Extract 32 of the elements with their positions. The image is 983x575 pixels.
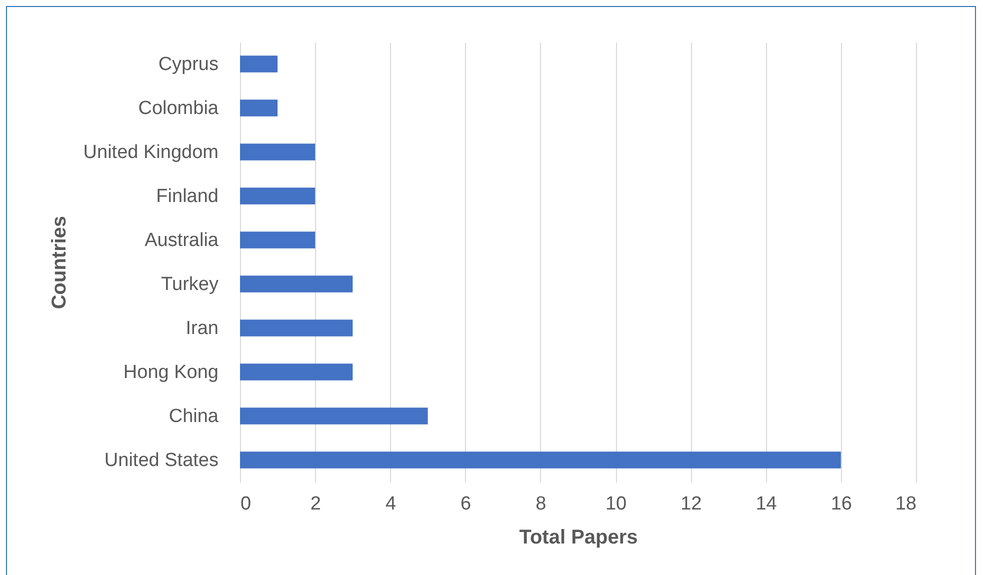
x-tick-label: 0 [240,494,252,514]
bar [240,276,353,292]
x-tick-label: 4 [385,494,396,514]
bar [240,364,353,380]
x-tick-label: 2 [310,494,321,514]
y-tick-label: Australia [144,230,219,251]
bar [240,100,278,116]
y-tick-label: Hong Kong [123,362,218,383]
bar [240,452,841,468]
y-tick-label: United Kingdom [83,142,218,163]
y-tick-label: Colombia [138,98,219,119]
x-tick-label: 18 [895,494,916,514]
x-tick-label: 14 [756,494,778,514]
bar [240,232,316,248]
y-tick-label: Turkey [161,274,219,295]
bar [240,188,316,204]
x-tick-label: 12 [680,494,702,514]
bar [240,320,353,336]
x-tick-label: 16 [830,494,852,514]
x-tick-label: 10 [605,494,627,514]
x-tick-label: 6 [460,494,472,514]
y-tick-label: Cyprus [158,54,218,75]
y-axis-title: Countries [48,216,70,310]
y-tick-label: Iran [186,318,218,339]
y-tick-label: United States [104,450,218,471]
x-axis-title: Total Papers [519,526,638,548]
y-tick-label: Finland [156,186,218,207]
x-tick-label: 8 [536,494,546,514]
y-tick-label: China [168,406,219,427]
bar [240,408,428,424]
bar [240,56,278,72]
bar [240,144,316,160]
